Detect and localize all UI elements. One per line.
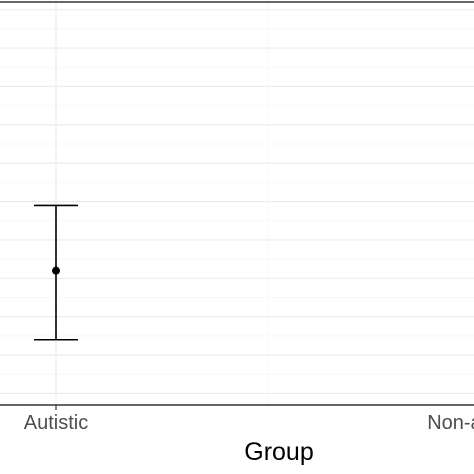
grid-lines [0,2,474,405]
x-tick-label-1: Non-autistic [427,412,474,434]
data-point-0 [52,266,60,275]
data-marks [34,204,78,341]
x-axis-title: Group [244,438,313,466]
x-tick-labels: Autistic Non-autistic [24,412,474,434]
x-axis-ticks [55,405,57,410]
x-tick-label-0: Autistic [24,412,88,434]
